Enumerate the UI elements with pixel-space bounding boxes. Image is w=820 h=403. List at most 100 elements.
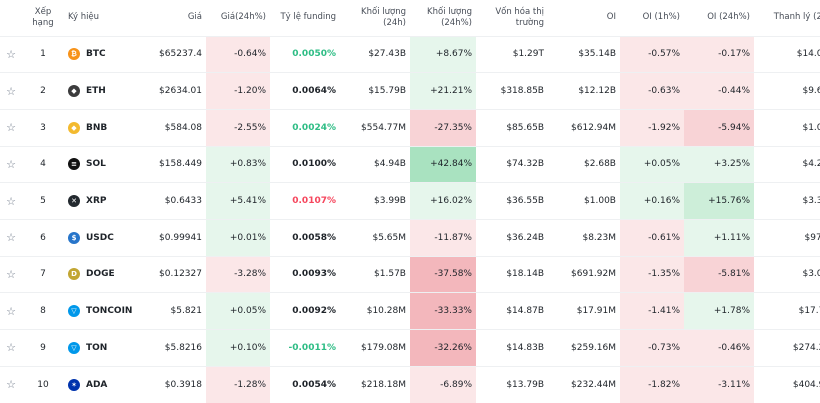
liquidation-cell: $17.79K [798,306,820,317]
volume-cell: $1.57B [374,269,406,280]
oi-24h-cell: +3.25% [684,146,754,183]
header-market-cap[interactable]: Vốn hóa thị trường [495,6,544,28]
oi-1h-cell: -0.73% [620,329,684,367]
table-row[interactable]: ☆ 10 ✶ ADA $0.3918 -1.28% 0.0054% $218.18M -6.89… [0,366,820,403]
volume-cell: $3.99B [374,196,406,207]
price-cell: $2634.01 [159,86,202,97]
volume-change-cell: -37.58% [410,256,476,293]
symbol-label: USDC [86,232,114,243]
table-row[interactable]: ☆ 4 ≡ SOL $158.449 +0.83% 0.0100% $4.94B +42.84%… [0,146,820,183]
table-row[interactable]: ☆ 9 ▽ TON $5.8216 +0.10% -0.0011% $179.08M -32.2… [0,329,820,367]
symbol-cell[interactable]: ◆ ETH [64,73,142,110]
favorite-star-icon[interactable]: ☆ [6,194,16,208]
oi-cell: $259.16M [571,342,616,353]
volume-change-cell: -33.33% [410,292,476,330]
price-change-cell: -0.64% [206,36,270,73]
symbol-cell[interactable]: ✕ XRP [64,183,142,220]
symbol-label: DOGE [86,269,115,280]
rank-cell: 4 [40,159,46,170]
rank-cell: 2 [40,86,46,97]
header-volume[interactable]: Khối lượng (24h) [361,6,406,28]
table-row[interactable]: ☆ 7 D DOGE $0.12327 -3.28% 0.0093% $1.57B -37.58… [0,256,820,293]
table-row[interactable]: ☆ 6 $ USDC $0.99941 +0.01% 0.0058% $5.65M -11.87… [0,219,820,257]
symbol-cell[interactable]: ◆ BNB [64,109,142,146]
ethereum-icon: ◆ [68,85,80,98]
liquidation-cell: $1.04M [802,122,820,133]
table-row[interactable]: ☆ 8 ▽ TONCOIN $5.821 +0.05% 0.0092% $10.28M -33.… [0,292,820,330]
market-cap-cell: $36.55B [506,196,544,207]
favorite-star-icon[interactable]: ☆ [6,157,16,171]
favorite-star-icon[interactable]: ☆ [6,84,16,98]
dogecoin-icon: D [68,268,80,281]
symbol-cell[interactable]: ✶ ADA [64,366,142,403]
header-price[interactable]: Giá [187,12,202,23]
symbol-cell[interactable]: ▽ TON [64,330,142,367]
oi-cell: $2.68B [584,159,616,170]
price-cell: $65237.4 [159,49,202,60]
symbol-cell[interactable]: $ USDC [64,219,142,256]
symbol-label: SOL [86,159,106,170]
rank-cell: 3 [40,122,46,133]
oi-cell: $17.91M [576,306,616,317]
favorite-star-icon[interactable]: ☆ [6,378,16,392]
oi-24h-cell: +1.11% [684,219,754,257]
oi-1h-cell: -1.41% [620,292,684,330]
market-cap-cell: $36.24B [506,232,544,243]
symbol-label: ETH [86,86,106,97]
table-row[interactable]: ☆ 1 ₿ BTC $65237.4 -0.64% 0.0050% $27.43B +8.67%… [0,36,820,73]
header-volume-change[interactable]: Khối lượng (24h%) [427,6,472,28]
favorite-star-icon[interactable]: ☆ [6,47,16,61]
funding-cell: 0.0100% [292,159,336,170]
symbol-cell[interactable]: D DOGE [64,256,142,293]
funding-cell: 0.0054% [292,379,336,390]
market-cap-cell: $318.85B [500,86,544,97]
funding-cell: -0.0011% [288,342,336,353]
symbol-cell[interactable]: ₿ BTC [64,36,142,73]
oi-24h-cell: -5.81% [684,256,754,293]
symbol-label: TON [86,342,108,353]
table-row[interactable]: ☆ 3 ◆ BNB $584.08 -2.55% 0.0024% $554.77M -27.35… [0,109,820,147]
favorite-star-icon[interactable]: ☆ [6,121,16,135]
symbol-label: BTC [86,49,106,60]
header-oi-1h[interactable]: OI (1h%) [642,12,680,23]
header-liquidation[interactable]: Thanh lý (24h) [773,12,820,23]
market-cap-cell: $14.83B [506,342,544,353]
header-oi[interactable]: OI [606,12,616,23]
oi-1h-cell: -0.61% [620,219,684,257]
cardano-icon: ✶ [68,378,80,391]
funding-cell: 0.0024% [292,122,336,133]
symbol-cell[interactable]: ▽ TONCOIN [64,293,142,330]
rank-cell: 10 [37,379,49,390]
table-row[interactable]: ☆ 2 ◆ ETH $2634.01 -1.20% 0.0064% $15.79B +21.21… [0,72,820,110]
volume-cell: $4.94B [374,159,406,170]
volume-change-cell: -11.87% [410,219,476,257]
volume-cell: $10.28M [366,306,406,317]
oi-cell: $691.92M [571,269,616,280]
symbol-label: BNB [86,122,108,133]
favorite-star-icon[interactable]: ☆ [6,231,16,245]
header-funding[interactable]: Tỷ lệ funding [280,12,336,23]
favorite-star-icon[interactable]: ☆ [6,341,16,355]
liquidation-cell: $404.95K [792,379,820,390]
header-rank[interactable]: Xếp hạng [32,6,54,28]
oi-24h-cell: -5.94% [684,109,754,147]
volume-change-cell: -27.35% [410,109,476,147]
oi-24h-cell: -3.11% [684,366,754,403]
liquidation-cell: $274.25K [792,342,820,353]
symbol-cell[interactable]: ≡ SOL [64,146,142,183]
oi-1h-cell: -1.35% [620,256,684,293]
table-row[interactable]: ☆ 5 ✕ XRP $0.6433 +5.41% 0.0107% $3.99B +16.02% $… [0,182,820,220]
favorite-star-icon[interactable]: ☆ [6,267,16,281]
oi-1h-cell: -1.92% [620,109,684,147]
rank-cell: 6 [40,232,46,243]
oi-cell: $1.00B [584,196,616,207]
header-oi-24h[interactable]: OI (24h%) [707,12,750,23]
header-symbol[interactable]: Ký hiệu [68,12,100,23]
symbol-label: XRP [86,196,107,207]
header-price-change[interactable]: Giá(24h%) [220,12,266,23]
liquidation-cell: $4.28M [802,159,820,170]
oi-1h-cell: +0.16% [620,182,684,220]
table-header: Xếp hạng Ký hiệu Giá Giá(24h%) Tỷ lệ fun… [0,0,820,36]
volume-cell: $554.77M [361,122,406,133]
favorite-star-icon[interactable]: ☆ [6,304,16,318]
